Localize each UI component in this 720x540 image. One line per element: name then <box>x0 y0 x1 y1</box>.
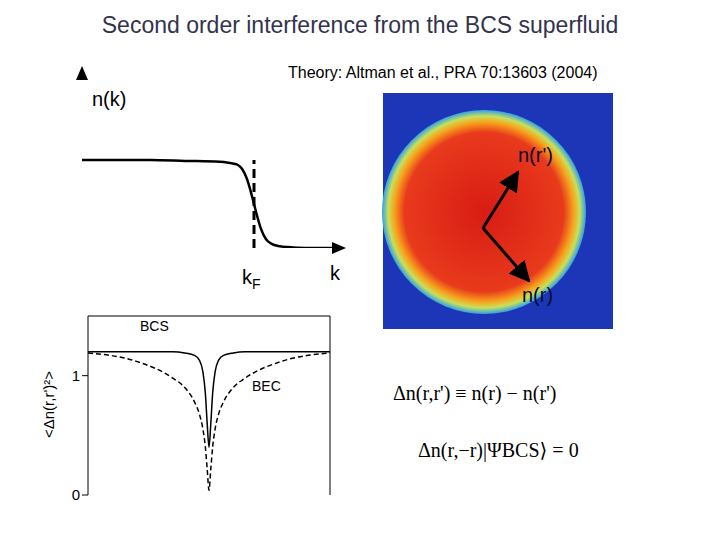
html-text:BCS: BCS <box>140 318 169 334</box>
html-text:Δn(r,−r)|ΨBCS⟩ = 0: Δn(r,−r)|ΨBCS⟩ = 0 <box>418 439 579 461</box>
html-text:n(r'): n(r') <box>518 144 553 166</box>
html-text:Theory: Altman et al., PRA 70:: Theory: Altman et al., PRA 70:13603 (200… <box>288 64 598 81</box>
html-text:Second order interference from: Second order interference from the BCS s… <box>101 12 619 38</box>
svg-text:0: 0 <box>72 486 80 503</box>
html-text:n(k): n(k) <box>92 88 127 110</box>
html-text:<Δn(r,r')²>: <Δn(r,r')²> <box>39 371 57 438</box>
html-text:n(r): n(r) <box>522 284 554 306</box>
html-text:kF: kF <box>242 266 261 292</box>
html-text:Δn(r,r') ≡ n(r) − n(r'): Δn(r,r') ≡ n(r) − n(r') <box>393 382 557 404</box>
html-text:k: k <box>330 262 340 284</box>
html-text:BEC: BEC <box>252 378 281 394</box>
svg-text:1: 1 <box>72 367 80 384</box>
